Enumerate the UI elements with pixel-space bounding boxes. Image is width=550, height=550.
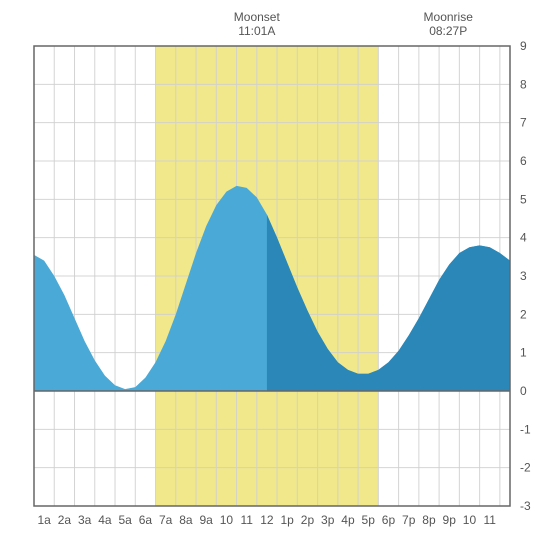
x-tick-label: 9a <box>199 513 213 527</box>
x-tick-label: 8a <box>179 513 193 527</box>
x-tick-label: 4p <box>341 513 355 527</box>
y-tick-label: 7 <box>520 116 527 130</box>
x-tick-label: 11 <box>240 513 253 527</box>
x-tick-label: 2p <box>301 513 315 527</box>
y-tick-label: 6 <box>520 154 527 168</box>
moonrise-label: Moonrise <box>413 10 483 24</box>
x-tick-label: 12 <box>260 513 274 527</box>
y-tick-label: 2 <box>520 307 527 321</box>
y-tick-label: 5 <box>520 192 527 206</box>
y-tick-label: -3 <box>520 499 531 513</box>
x-tick-label: 5p <box>362 513 376 527</box>
y-tick-label: -1 <box>520 422 531 436</box>
moonrise-time: 08:27P <box>413 24 483 38</box>
moonrise-annotation: Moonrise 08:27P <box>413 10 483 39</box>
y-tick-label: 3 <box>520 269 527 283</box>
x-tick-label: 1a <box>37 513 51 527</box>
x-tick-label: 10 <box>463 513 477 527</box>
y-tick-label: -2 <box>520 461 531 475</box>
y-tick-label: 0 <box>520 384 527 398</box>
x-tick-label: 6a <box>139 513 153 527</box>
moonset-label: Moonset <box>222 10 292 24</box>
x-tick-label: 11 <box>484 513 497 527</box>
chart-svg: -3-2-101234567891a2a3a4a5a6a7a8a9a101112… <box>6 6 542 542</box>
y-tick-label: 4 <box>520 231 527 245</box>
x-tick-label: 7a <box>159 513 173 527</box>
y-tick-label: 1 <box>520 346 527 360</box>
moonset-annotation: Moonset 11:01A <box>222 10 292 39</box>
x-tick-label: 3p <box>321 513 335 527</box>
tide-chart: -3-2-101234567891a2a3a4a5a6a7a8a9a101112… <box>6 6 542 542</box>
x-tick-label: 6p <box>382 513 396 527</box>
x-tick-label: 4a <box>98 513 112 527</box>
y-tick-label: 9 <box>520 39 527 53</box>
y-tick-label: 8 <box>520 77 527 91</box>
x-tick-label: 8p <box>422 513 436 527</box>
x-tick-label: 10 <box>220 513 234 527</box>
x-tick-label: 1p <box>281 513 295 527</box>
x-tick-label: 2a <box>58 513 72 527</box>
moonset-time: 11:01A <box>222 24 292 38</box>
x-tick-label: 7p <box>402 513 416 527</box>
x-tick-label: 3a <box>78 513 92 527</box>
x-tick-label: 5a <box>118 513 132 527</box>
x-tick-label: 9p <box>443 513 457 527</box>
